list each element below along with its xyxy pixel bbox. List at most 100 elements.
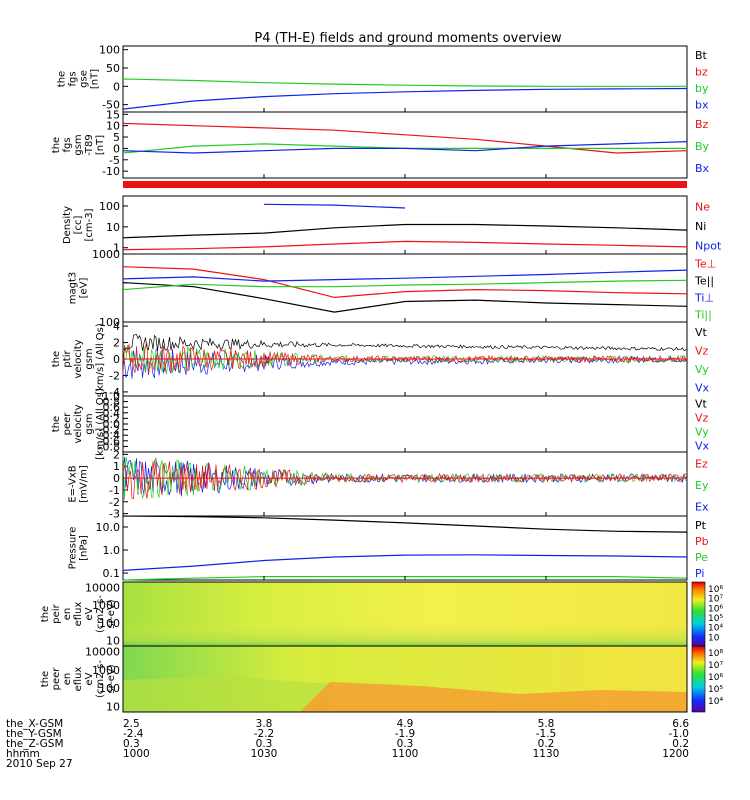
y-axis-label-line: [nT]	[90, 69, 101, 89]
legend-Pb: Pb	[695, 535, 709, 548]
series-Pi	[123, 555, 687, 571]
series-bx	[123, 89, 687, 110]
y-axis-label-line: velocity	[73, 404, 84, 443]
legend-bz: bz	[695, 66, 708, 79]
y-axis-label-line: [nPa]	[79, 535, 90, 561]
footer-value: 1030	[251, 748, 278, 760]
y-axis-label: E=-VxB[mV/m]	[68, 465, 90, 503]
panel-frame	[123, 46, 687, 112]
y-tick-label: 1000	[92, 248, 120, 261]
legend-Te||: Te||	[694, 274, 714, 287]
y-axis-label-line: [km/s] (All Qs)	[95, 323, 106, 395]
y-axis-label: thepeerenefluxeV(cm2-s-sr-eV)	[40, 660, 117, 698]
y-axis-label-line: en	[62, 608, 73, 621]
y-axis-label-line: the	[51, 416, 62, 432]
y-axis-label-line: peer	[51, 667, 62, 691]
y-tick-label: -3	[109, 508, 120, 521]
panel-6: 1.00.80.60.40.20.0-0.2-0.4-0.6-0.8thepee…	[51, 388, 710, 460]
y-tick-label: 10.0	[96, 521, 121, 534]
colorbar-tick-label: 10⁳	[708, 633, 720, 643]
y-axis-label-line: magt3	[68, 272, 79, 305]
footer-value: 1130	[533, 748, 560, 760]
y-axis-label-line: eflux	[73, 667, 84, 692]
y-tick-label: 0.1	[103, 567, 121, 580]
noise-black	[123, 334, 687, 350]
series-Te||	[123, 283, 687, 313]
panel-frame	[123, 516, 687, 580]
series-by	[123, 79, 687, 86]
series-Ti||	[123, 280, 687, 289]
y-axis-label-line: Pressure	[68, 527, 79, 570]
panel-7: 210-1-2-3E=-VxB[mV/m]EzEyEx	[68, 448, 709, 520]
legend-Ey: Ey	[695, 479, 709, 492]
y-axis-label-line: eV	[84, 607, 95, 620]
y-axis-label: thefgsgse[nT]	[57, 69, 101, 89]
y-axis-label-line: the	[51, 137, 62, 153]
y-axis-label-line: sr-eV)	[106, 599, 117, 628]
legend-Bz: Bz	[695, 118, 709, 131]
y-tick-label: 4	[113, 320, 120, 333]
legend-Pt: Pt	[695, 519, 707, 532]
legend-Vz: Vz	[695, 345, 709, 358]
colorbar-tick-label: 10⁴	[708, 624, 723, 634]
y-axis-label-line: velocity	[73, 339, 84, 378]
footer-value: 1100	[392, 748, 419, 760]
y-tick-label: 10000	[85, 581, 120, 594]
spectrograms: 10⁶10⁷10⁶10⁵10⁴10⁳10⁸10⁷10⁶10⁵10⁴	[123, 582, 723, 712]
legend-By: By	[695, 140, 710, 153]
y-axis-label: thefgsgsm-T89[nT]	[51, 134, 106, 156]
y-axis-label-line: sr-eV)	[106, 664, 117, 693]
colorbar-tick-label: 10⁶	[708, 673, 723, 683]
series-Ne	[123, 241, 687, 249]
y-axis-label-line: en	[62, 673, 73, 686]
figure-title: P4 (TH-E) fields and ground moments over…	[254, 31, 562, 46]
y-axis-label-line: [eV]	[79, 278, 90, 299]
legend-Pi: Pi	[695, 567, 704, 580]
colorbar	[692, 646, 705, 712]
panel-3: 100101Density[cc][cm-3]NeNiNpot	[62, 196, 722, 255]
legend-Ez: Ez	[695, 458, 708, 471]
y-axis-label-line: [nT]	[95, 135, 106, 155]
y-tick-label: 0	[113, 80, 120, 93]
y-axis-label-line: eV	[84, 672, 95, 685]
legend-Vt: Vt	[695, 398, 708, 411]
y-tick-label: -2	[109, 369, 120, 382]
legend-Ni: Ni	[695, 220, 706, 233]
colorbar	[692, 582, 705, 646]
legend-Vy: Vy	[695, 363, 709, 376]
panel-frame	[123, 112, 687, 178]
colorbar-tick-label: 10⁸	[708, 649, 723, 659]
legend-Bt: Bt	[695, 49, 708, 62]
separator-bar	[123, 181, 687, 188]
spectrogram-2: 10⁸10⁷10⁶10⁵10⁴	[123, 646, 723, 712]
y-axis-label-line: [km/s] (All Qs)	[95, 388, 106, 460]
y-axis-label-line: peer	[62, 412, 73, 436]
footer-ephemeris: the_X-GSMthe_Y-GSMthe_Z-GSMhhmm2010 Sep …	[6, 718, 689, 770]
legend-Bx: Bx	[695, 162, 710, 175]
y-tick-label: 10000	[85, 646, 120, 659]
colorbar-tick-label: 10⁵	[708, 614, 723, 624]
y-axis-label-line: the	[40, 671, 51, 687]
panel-frame	[123, 396, 687, 452]
y-tick-label: -10	[102, 165, 120, 178]
y-axis-label-line: -T89	[84, 134, 95, 156]
legend-Te⊥: Te⊥	[694, 257, 716, 270]
y-axis-label-line: the	[51, 351, 62, 367]
legend-Ex: Ex	[695, 500, 709, 513]
legend-Ti⊥: Ti⊥	[694, 291, 714, 304]
legend-Ti||: Ti||	[694, 308, 712, 321]
y-tick-label: 100	[99, 44, 120, 57]
series-Ni	[123, 225, 687, 238]
y-axis-label-line: gse	[79, 70, 90, 88]
colorbar-tick-label: 10⁶	[708, 585, 723, 595]
legend-Vy: Vy	[695, 426, 709, 439]
colorbar-tick-label: 10⁵	[708, 685, 723, 695]
y-axis-label-line: eflux	[73, 602, 84, 627]
y-axis-label-line: [cc]	[73, 216, 84, 235]
y-axis-label: Pressure[nPa]	[68, 527, 90, 570]
legend-Vx: Vx	[695, 440, 710, 453]
legend-Ne: Ne	[695, 201, 710, 214]
y-axis-label: theptirvelocitygsm[km/s] (All Qs)	[51, 323, 106, 395]
y-axis-label-line: [cm-3]	[84, 208, 95, 241]
legend-by: by	[695, 82, 709, 95]
